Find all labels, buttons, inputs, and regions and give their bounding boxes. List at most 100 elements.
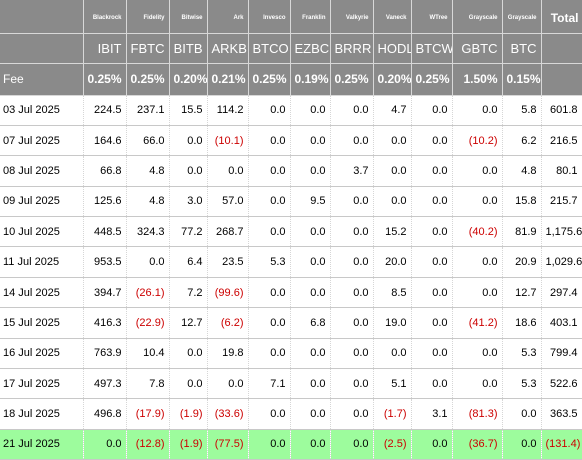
flow-value-cell: 0.0	[330, 398, 374, 430]
row-total: 522.6	[541, 368, 582, 400]
flow-value-cell: 0.0	[248, 125, 291, 157]
table-row: 03 Jul 2025 224.5 237.1 15.5 114.2 0.0 0.0 0.0 4…	[0, 95, 582, 126]
flow-value-cell: (22.9)	[126, 307, 170, 339]
row-total: 216.5	[541, 125, 582, 157]
flow-value-cell: (6.2)	[207, 307, 249, 339]
flow-value-cell: 5.1	[373, 368, 412, 400]
row-total: 363.5	[541, 398, 582, 430]
issuer-name: Invesco	[248, 0, 291, 34]
flow-value-cell: 0.0	[248, 186, 291, 218]
flow-value-cell: 164.6	[83, 125, 127, 157]
flow-value-cell: 0.0	[452, 186, 503, 218]
flow-value-cell: 0.0	[248, 95, 291, 126]
row-date: 09 Jul 2025	[0, 186, 84, 218]
fee-value: 0.25%	[83, 63, 127, 96]
flow-value-cell: 15.8	[502, 186, 542, 218]
fee-row: Fee 0.25% 0.25% 0.20% 0.21% 0.25% 0.19% …	[0, 63, 582, 96]
issuer-name: Vaneck	[373, 0, 412, 34]
flow-value-cell: 0.0	[330, 307, 374, 339]
flow-value-cell: 66.8	[83, 155, 127, 187]
flow-value-cell: 953.5	[83, 246, 127, 278]
row-date: 14 Jul 2025	[0, 277, 84, 309]
table-row: 11 Jul 2025 953.5 0.0 6.4 23.5 5.3 0.0 0.0 20.0 0…	[0, 246, 582, 278]
flow-value-cell: (2.5)	[373, 429, 412, 460]
issuer-name: Fidelity	[126, 0, 170, 34]
header-corner	[0, 0, 84, 34]
flow-value-cell: (33.6)	[207, 398, 249, 430]
table-row: 18 Jul 2025 496.8 (17.9) (1.9) (33.6) 0.0 0.0 0…	[0, 398, 582, 430]
flow-value-cell: 416.3	[83, 307, 127, 339]
flow-value-cell: 0.0	[411, 338, 453, 370]
flow-value-cell: 0.0	[452, 95, 503, 126]
flow-value-cell: 0.0	[502, 398, 542, 430]
fee-value: 0.15%	[502, 63, 542, 96]
flow-value-cell: 66.0	[126, 125, 170, 157]
flow-value-cell: 0.0	[373, 155, 412, 187]
flow-value-cell: (1.9)	[169, 429, 208, 460]
flow-value-cell: 0.0	[411, 95, 453, 126]
flow-value-cell: 0.0	[411, 368, 453, 400]
flow-value-cell: 7.8	[126, 368, 170, 400]
flow-value-cell: 0.0	[248, 307, 291, 339]
flow-value-cell: 0.0	[330, 95, 374, 126]
table-row: 10 Jul 2025 448.5 324.3 77.2 268.7 0.0 0.0 0.0 1…	[0, 216, 582, 248]
flow-value-cell: 0.0	[126, 246, 170, 278]
flow-value-cell: 0.0	[330, 368, 374, 400]
ticker-label: EZBC	[290, 33, 331, 64]
row-total: 297.4	[541, 277, 582, 309]
flow-value-cell: 4.8	[126, 155, 170, 187]
flow-value-cell: 19.0	[373, 307, 412, 339]
issuer-name: Franklin	[290, 0, 331, 34]
ticker-total-blank	[541, 33, 582, 64]
flow-value-cell: 0.0	[207, 155, 249, 187]
fee-value: 0.20%	[169, 63, 208, 96]
ticker-corner	[0, 33, 84, 64]
row-date: 17 Jul 2025	[0, 368, 84, 400]
flow-value-cell: 0.0	[452, 246, 503, 278]
flow-value-cell: 7.2	[169, 277, 208, 309]
flow-value-cell: 0.0	[411, 307, 453, 339]
table-row: 07 Jul 2025 164.6 66.0 0.0 (10.1) 0.0 0.0 0.0 0.…	[0, 125, 582, 157]
ticker-label: BTCW	[411, 33, 453, 64]
flow-value-cell: 4.7	[373, 95, 412, 126]
flow-value-cell: 4.8	[126, 186, 170, 218]
issuer-name: Ark	[207, 0, 249, 34]
flow-value-cell: 0.0	[290, 95, 331, 126]
flow-value-cell: (26.1)	[126, 277, 170, 309]
flow-value-cell: 0.0	[411, 429, 453, 460]
flow-value-cell: 0.0	[248, 216, 291, 248]
flow-value-cell: 394.7	[83, 277, 127, 309]
row-date: 08 Jul 2025	[0, 155, 84, 187]
flow-value-cell: 0.0	[290, 398, 331, 430]
flow-value-cell: 5.3	[502, 338, 542, 370]
issuer-header-row: Blackrock Fidelity Bitwise Ark Invesco F…	[0, 0, 582, 34]
flow-value-cell: 0.0	[411, 155, 453, 187]
flow-value-cell: 0.0	[290, 277, 331, 309]
flow-value-cell: 0.0	[290, 338, 331, 370]
fee-total-blank	[541, 63, 582, 96]
row-date: 11 Jul 2025	[0, 246, 84, 278]
issuer-name: Blackrock	[83, 0, 127, 34]
flow-value-cell: (1.7)	[373, 398, 412, 430]
fee-value: 1.50%	[452, 63, 503, 96]
flow-value-cell: 0.0	[452, 338, 503, 370]
flow-value-cell: 3.0	[169, 186, 208, 218]
issuer-name: Grayscale	[452, 0, 503, 34]
table-row: 08 Jul 2025 66.8 4.8 0.0 0.0 0.0 0.0 3.7 0.0 0.0 0…	[0, 155, 582, 187]
flow-value-cell: (81.3)	[452, 398, 503, 430]
flow-value-cell: (10.1)	[207, 125, 249, 157]
flow-value-cell: 10.4	[126, 338, 170, 370]
flow-value-cell: 6.2	[502, 125, 542, 157]
flow-value-cell: 0.0	[290, 216, 331, 248]
flow-value-cell: 0.0	[169, 155, 208, 187]
flow-value-cell: 0.0	[290, 368, 331, 400]
flow-value-cell: (10.2)	[452, 125, 503, 157]
flow-value-cell: 81.9	[502, 216, 542, 248]
flow-value-cell: 0.0	[330, 246, 374, 278]
flow-value-cell: 0.0	[207, 368, 249, 400]
table-row: 16 Jul 2025 763.9 10.4 0.0 19.8 0.0 0.0 0.0 0.0 0…	[0, 338, 582, 370]
ticker-label: GBTC	[452, 33, 503, 64]
issuer-name: WTree	[411, 0, 453, 34]
flow-value-cell: 0.0	[330, 186, 374, 218]
flow-value-cell: 0.0	[411, 216, 453, 248]
